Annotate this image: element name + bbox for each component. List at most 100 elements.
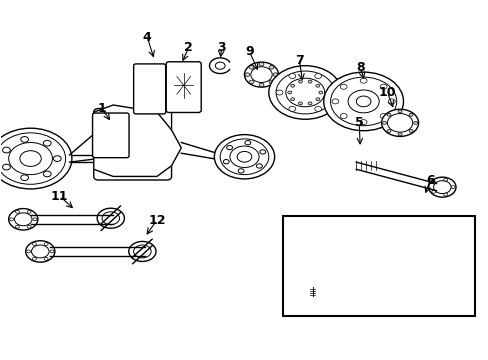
Circle shape xyxy=(268,66,341,119)
Ellipse shape xyxy=(359,249,401,286)
Circle shape xyxy=(32,257,36,260)
Text: 4: 4 xyxy=(142,31,151,44)
Circle shape xyxy=(307,80,311,83)
Circle shape xyxy=(53,156,61,161)
Circle shape xyxy=(331,99,338,104)
Circle shape xyxy=(443,178,447,181)
Circle shape xyxy=(226,145,232,150)
Ellipse shape xyxy=(174,68,193,102)
Circle shape xyxy=(314,73,321,78)
Circle shape xyxy=(27,225,31,228)
Polygon shape xyxy=(69,130,99,162)
Circle shape xyxy=(360,78,366,83)
Text: 7: 7 xyxy=(294,54,303,67)
Circle shape xyxy=(244,140,250,145)
Ellipse shape xyxy=(99,120,122,151)
Circle shape xyxy=(433,181,450,194)
Circle shape xyxy=(50,250,54,253)
Circle shape xyxy=(15,213,32,226)
Circle shape xyxy=(220,139,268,175)
Circle shape xyxy=(450,186,454,189)
Circle shape xyxy=(259,83,264,87)
FancyBboxPatch shape xyxy=(133,64,165,114)
Circle shape xyxy=(16,211,20,213)
Circle shape xyxy=(330,77,396,126)
Circle shape xyxy=(244,73,249,76)
Circle shape xyxy=(250,67,272,82)
Circle shape xyxy=(43,140,51,146)
Circle shape xyxy=(386,113,412,132)
Circle shape xyxy=(288,106,295,111)
Circle shape xyxy=(309,257,339,278)
Circle shape xyxy=(44,257,48,260)
Circle shape xyxy=(176,80,191,91)
Circle shape xyxy=(20,151,41,166)
Circle shape xyxy=(317,262,331,273)
Circle shape xyxy=(273,73,278,76)
Text: 5: 5 xyxy=(354,116,363,129)
Circle shape xyxy=(443,193,447,196)
Circle shape xyxy=(10,218,14,221)
Circle shape xyxy=(413,121,417,124)
FancyBboxPatch shape xyxy=(92,113,129,158)
Circle shape xyxy=(33,218,37,221)
Circle shape xyxy=(315,84,319,87)
Circle shape xyxy=(314,106,321,111)
Circle shape xyxy=(292,244,356,291)
Circle shape xyxy=(20,175,28,181)
Circle shape xyxy=(340,113,346,118)
Circle shape xyxy=(431,181,435,184)
Circle shape xyxy=(20,136,28,142)
Circle shape xyxy=(256,164,262,168)
Circle shape xyxy=(133,245,151,258)
Circle shape xyxy=(2,164,10,170)
Circle shape xyxy=(27,211,31,213)
Circle shape xyxy=(300,249,348,285)
Circle shape xyxy=(214,135,274,179)
Circle shape xyxy=(215,62,224,69)
Circle shape xyxy=(408,113,412,116)
Circle shape xyxy=(276,71,334,114)
Circle shape xyxy=(321,251,327,255)
Circle shape xyxy=(382,121,386,124)
Circle shape xyxy=(31,245,49,258)
Circle shape xyxy=(327,90,334,95)
Circle shape xyxy=(318,91,322,94)
Circle shape xyxy=(298,80,302,83)
Circle shape xyxy=(288,73,295,78)
Circle shape xyxy=(387,99,394,104)
Circle shape xyxy=(335,255,341,260)
Circle shape xyxy=(97,208,124,228)
Circle shape xyxy=(307,255,313,260)
Circle shape xyxy=(9,208,38,230)
Circle shape xyxy=(341,265,346,270)
Bar xyxy=(283,216,474,316)
FancyBboxPatch shape xyxy=(166,62,201,112)
Circle shape xyxy=(315,98,319,101)
Circle shape xyxy=(44,243,48,246)
Circle shape xyxy=(268,66,273,69)
Circle shape xyxy=(302,265,307,270)
Circle shape xyxy=(431,190,435,193)
Circle shape xyxy=(428,177,455,197)
Circle shape xyxy=(397,133,401,136)
Circle shape xyxy=(386,130,390,132)
Circle shape xyxy=(379,84,386,89)
Circle shape xyxy=(259,63,264,66)
Circle shape xyxy=(298,102,302,105)
Circle shape xyxy=(381,109,418,136)
Polygon shape xyxy=(94,105,181,176)
Circle shape xyxy=(2,147,10,153)
Circle shape xyxy=(27,250,30,253)
Text: 2: 2 xyxy=(184,41,193,54)
Text: 12: 12 xyxy=(148,213,165,226)
Circle shape xyxy=(323,72,403,131)
Circle shape xyxy=(356,96,370,107)
Circle shape xyxy=(379,113,386,118)
Circle shape xyxy=(276,90,283,95)
Circle shape xyxy=(0,133,65,184)
Circle shape xyxy=(0,128,72,189)
Circle shape xyxy=(290,84,294,87)
FancyBboxPatch shape xyxy=(94,109,171,180)
Circle shape xyxy=(43,171,51,177)
